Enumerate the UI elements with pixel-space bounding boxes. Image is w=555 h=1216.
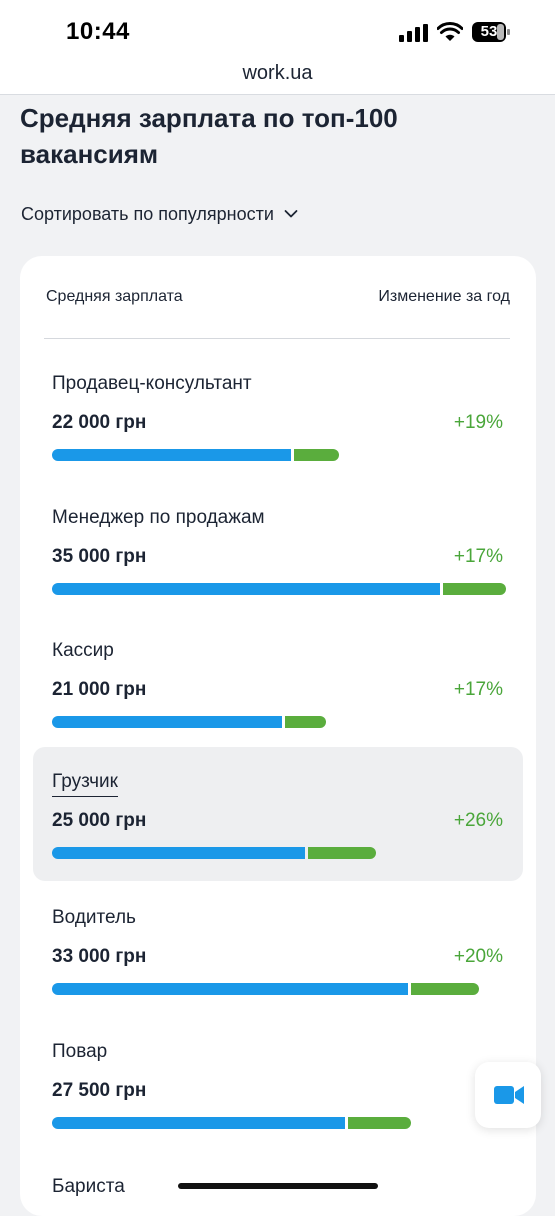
job-row[interactable]: Менеджер по продажам 35 000 грн +17% [33, 497, 523, 631]
job-salary: 22 000 грн [52, 412, 147, 433]
job-title[interactable]: Повар [52, 1041, 108, 1062]
salary-bar [52, 983, 479, 995]
battery-icon [472, 22, 510, 42]
job-change: +20% [453, 946, 503, 967]
signal-icon [399, 24, 428, 42]
salary-bar-growth [294, 449, 339, 461]
salary-bar-base [52, 983, 408, 995]
job-row[interactable]: Повар 27 500 грн +2 [33, 1031, 523, 1165]
status-time: 10:44 [66, 18, 130, 45]
salary-bar-growth [443, 583, 506, 595]
salary-bar [52, 847, 376, 859]
job-row[interactable]: Водитель 33 000 грн +20% [33, 897, 523, 1031]
home-indicator [178, 1183, 378, 1189]
job-salary: 27 500 грн [52, 1080, 147, 1101]
salary-bar-growth [348, 1117, 411, 1129]
divider [44, 338, 510, 339]
job-salary: 21 000 грн [52, 679, 147, 700]
job-title[interactable]: Водитель [52, 907, 136, 928]
sort-dropdown[interactable]: Сортировать по популярности [21, 200, 298, 228]
job-title[interactable]: Продавец-консультант [52, 373, 252, 394]
job-salary: 25 000 грн [52, 810, 147, 831]
salary-card: Средняя зарплата Изменение за год Продав… [20, 256, 536, 1216]
salary-bar-growth [411, 983, 479, 995]
video-call-button[interactable] [475, 1062, 541, 1128]
page-title: Средняя зарплата по топ-100 вакансиям [20, 103, 398, 169]
job-row[interactable]: Продавец-консультант 22 000 грн +19% [33, 363, 523, 497]
salary-bar-base [52, 1117, 345, 1129]
salary-bar-base [52, 449, 291, 461]
video-icon [494, 1086, 524, 1104]
column-header-change: Изменение за год [378, 288, 510, 305]
salary-bar-base [52, 583, 440, 595]
salary-bar [52, 716, 326, 728]
salary-bar-growth [308, 847, 376, 859]
salary-bar [52, 583, 506, 595]
job-change: +26% [453, 810, 503, 831]
job-change: +19% [453, 412, 503, 433]
salary-bar-base [52, 716, 282, 728]
job-title-partial[interactable]: Бариста [52, 1176, 125, 1197]
job-change: +17% [453, 679, 503, 700]
job-change: +17% [453, 546, 503, 567]
status-bar: 10:44 53 [0, 0, 555, 58]
address-bar[interactable]: work.ua [0, 58, 555, 95]
battery-level: 53 [480, 23, 498, 40]
job-title[interactable]: Кассир [52, 640, 114, 661]
job-salary: 35 000 грн [52, 546, 147, 567]
job-row[interactable]: Кассир 21 000 грн +17% [33, 630, 523, 764]
chevron-down-icon [284, 210, 298, 218]
salary-bar [52, 1117, 411, 1129]
url-text: work.ua [242, 62, 313, 84]
job-salary: 33 000 грн [52, 946, 147, 967]
salary-bar-base [52, 847, 305, 859]
job-row-hovered[interactable]: Грузчик 25 000 грн +26% [33, 747, 523, 881]
salary-bar [52, 449, 339, 461]
column-header-salary: Средняя зарплата [46, 288, 183, 305]
job-title[interactable]: Менеджер по продажам [52, 507, 265, 528]
wifi-icon [437, 22, 463, 41]
sort-label: Сортировать по популярности [21, 203, 274, 224]
salary-bar-growth [285, 716, 326, 728]
job-title[interactable]: Грузчик [52, 771, 118, 797]
